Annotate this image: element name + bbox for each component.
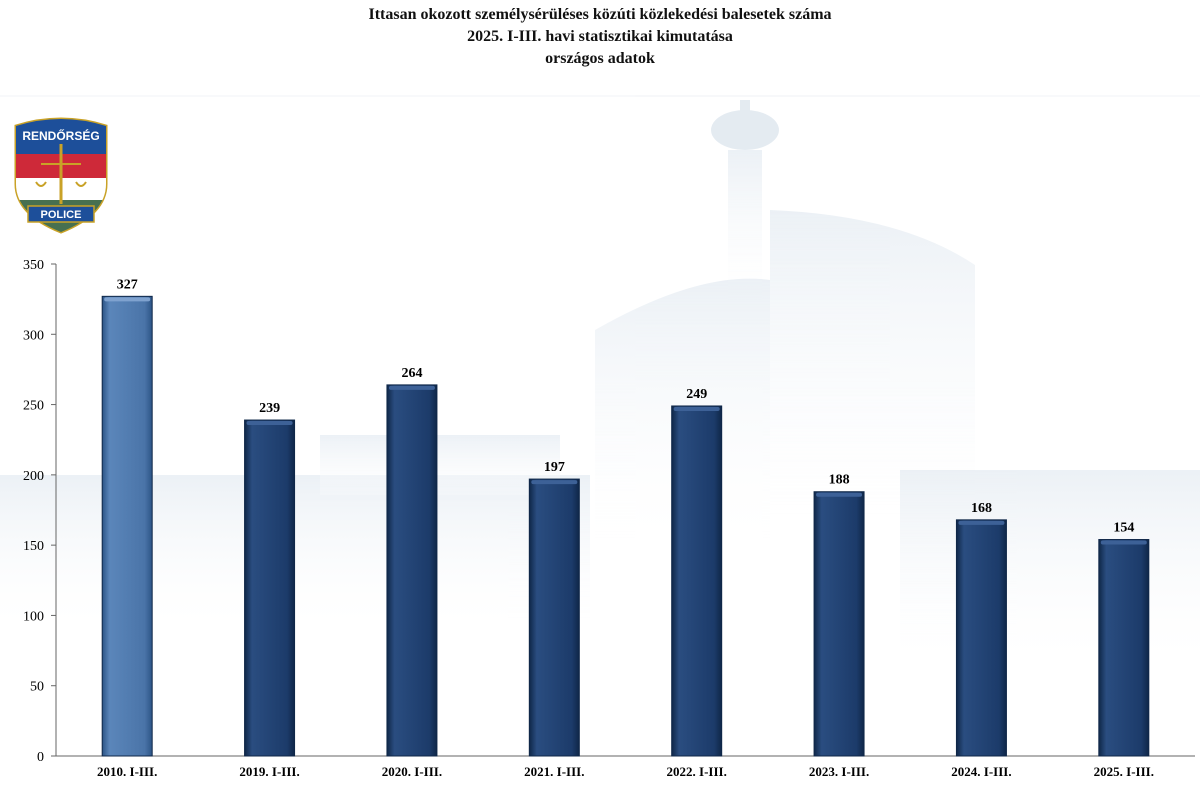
logo-top-text: RENDŐRSÉG [22,128,99,143]
bar-top-highlight [1100,540,1147,545]
x-axis-labels: 2010. I-III. 2019. I-III. 2020. I-III. 2021… [97,764,1154,779]
data-label: 154 [1113,521,1134,536]
bar-top-highlight [246,421,293,426]
data-labels: 327 239 264 197 249 188 168 154 [117,277,1135,535]
data-label: 249 [686,387,707,402]
bar-top-highlight [673,406,720,411]
x-tick-label: 2020. I-III. [382,764,442,779]
y-axis-ticks: 0 50 100 150 200 250 300 350 [23,258,56,765]
bar [101,295,153,757]
bar-top-highlight [958,520,1005,525]
bar-top-highlight [531,480,578,485]
bar-top-highlight [104,297,151,302]
background-building-illustration [0,95,1200,660]
bar [813,491,865,757]
x-tick-label: 2010. I-III. [97,764,157,779]
y-tick-label: 350 [23,258,44,273]
bar-top-highlight [816,492,863,497]
x-tick-label: 2024. I-III. [951,764,1011,779]
bars [101,295,1150,757]
data-label: 188 [829,473,850,488]
bar [955,519,1007,757]
y-tick-label: 300 [23,328,44,343]
title-line-1: Ittasan okozott személysérüléses közúti … [368,6,832,23]
data-label: 327 [117,277,138,292]
y-tick-label: 200 [23,469,44,484]
chart-title: Ittasan okozott személysérüléses közúti … [0,4,1200,70]
data-label: 197 [544,460,565,475]
x-tick-label: 2022. I-III. [667,764,727,779]
bar-top-highlight [388,385,435,390]
y-tick-label: 50 [30,680,44,695]
bar [528,478,580,757]
y-tick-label: 100 [23,609,44,624]
x-tick-label: 2023. I-III. [809,764,869,779]
bar [386,384,438,757]
bar [1098,539,1150,757]
bar [244,419,296,757]
data-label: 168 [971,501,992,516]
y-tick-label: 150 [23,539,44,554]
title-line-2: 2025. I-III. havi statisztikai kimutatás… [467,28,733,45]
x-tick-label: 2021. I-III. [524,764,584,779]
data-label: 239 [259,401,280,416]
y-tick-label: 0 [37,750,44,765]
title-line-3: országos adatok [545,50,655,67]
data-label: 264 [401,366,422,381]
logo-bottom-text: POLICE [41,209,82,221]
x-tick-label: 2025. I-III. [1094,764,1154,779]
police-logo: RENDŐRSÉG POLICE [14,117,108,234]
bar [671,405,723,757]
y-tick-label: 250 [23,399,44,414]
x-tick-label: 2019. I-III. [239,764,299,779]
